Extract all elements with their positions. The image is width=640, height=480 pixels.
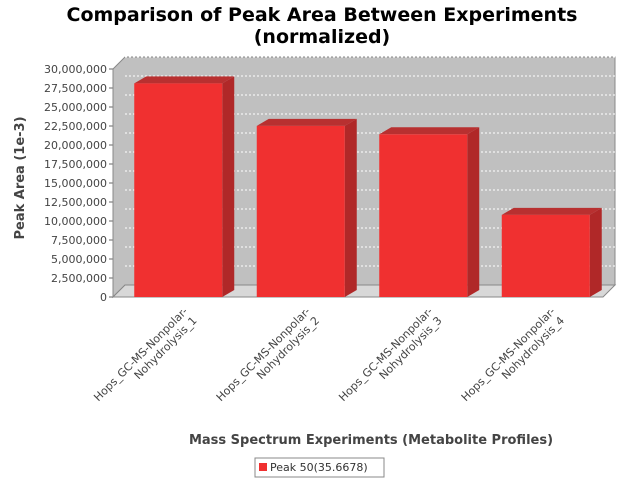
bar bbox=[134, 83, 223, 297]
bar-side bbox=[467, 127, 480, 297]
bar bbox=[501, 214, 590, 297]
y-tick-label: 2,500,000 bbox=[51, 272, 107, 285]
x-tick-label: Hops_GC-MS-Nonpolar-Nohydrolysis_4 bbox=[459, 305, 567, 413]
x-tick-label: Hops_GC-MS-Nonpolar-Nohydrolysis_1 bbox=[91, 305, 199, 413]
x-tick-label: Hops_GC-MS-Nonpolar-Nohydrolysis_2 bbox=[214, 305, 322, 413]
y-tick-label: 7,500,000 bbox=[51, 234, 107, 247]
legend-swatch bbox=[259, 463, 267, 471]
y-tick-label: 0 bbox=[100, 291, 107, 304]
y-tick-label: 27,500,000 bbox=[44, 82, 107, 95]
y-tick-label: 20,000,000 bbox=[44, 139, 107, 152]
x-axis-label: Mass Spectrum Experiments (Metabolite Pr… bbox=[189, 433, 553, 448]
y-axis-label: Peak Area (1e-3) bbox=[13, 116, 28, 239]
x-tick-label: Hops_GC-MS-Nonpolar-Nohydrolysis_3 bbox=[336, 305, 444, 413]
legend-label: Peak 50(35.6678) bbox=[270, 461, 368, 474]
x-tick-label-line: Hops_GC-MS-Nonpolar- bbox=[91, 305, 190, 404]
y-tick-label: 10,000,000 bbox=[44, 215, 107, 228]
y-tick-label: 25,000,000 bbox=[44, 101, 107, 114]
y-tick-label: 30,000,000 bbox=[44, 63, 107, 76]
x-tick-label-line: Hops_GC-MS-Nonpolar- bbox=[214, 305, 313, 404]
bar-top bbox=[256, 118, 357, 126]
plot-area: 0 2,500,000 5,000,000 7,500,000 10,000,000 12… bbox=[44, 56, 617, 413]
chart-title: Comparison of Peak Area Between Experime… bbox=[67, 4, 578, 26]
y-tick-label: 12,500,000 bbox=[44, 196, 107, 209]
bar-side bbox=[344, 118, 357, 297]
legend: Peak 50(35.6678) bbox=[254, 457, 385, 478]
bar-top bbox=[501, 207, 602, 215]
bar-side bbox=[222, 76, 235, 297]
legend-box bbox=[254, 457, 385, 478]
y-tick-label: 5,000,000 bbox=[51, 253, 107, 266]
bar bbox=[379, 134, 468, 297]
x-tick-label-line: Hops_GC-MS-Nonpolar- bbox=[459, 305, 558, 404]
bar-top bbox=[379, 127, 480, 135]
y-tick-label: 22,500,000 bbox=[44, 120, 107, 133]
bar bbox=[256, 125, 345, 297]
y-tick-label: 15,000,000 bbox=[44, 177, 107, 190]
y-tick-label: 17,500,000 bbox=[44, 158, 107, 171]
bar-side bbox=[589, 207, 602, 297]
x-tick-label-line: Hops_GC-MS-Nonpolar- bbox=[336, 305, 435, 404]
chart-subtitle: (normalized) bbox=[254, 26, 391, 48]
bar-top bbox=[134, 76, 235, 84]
